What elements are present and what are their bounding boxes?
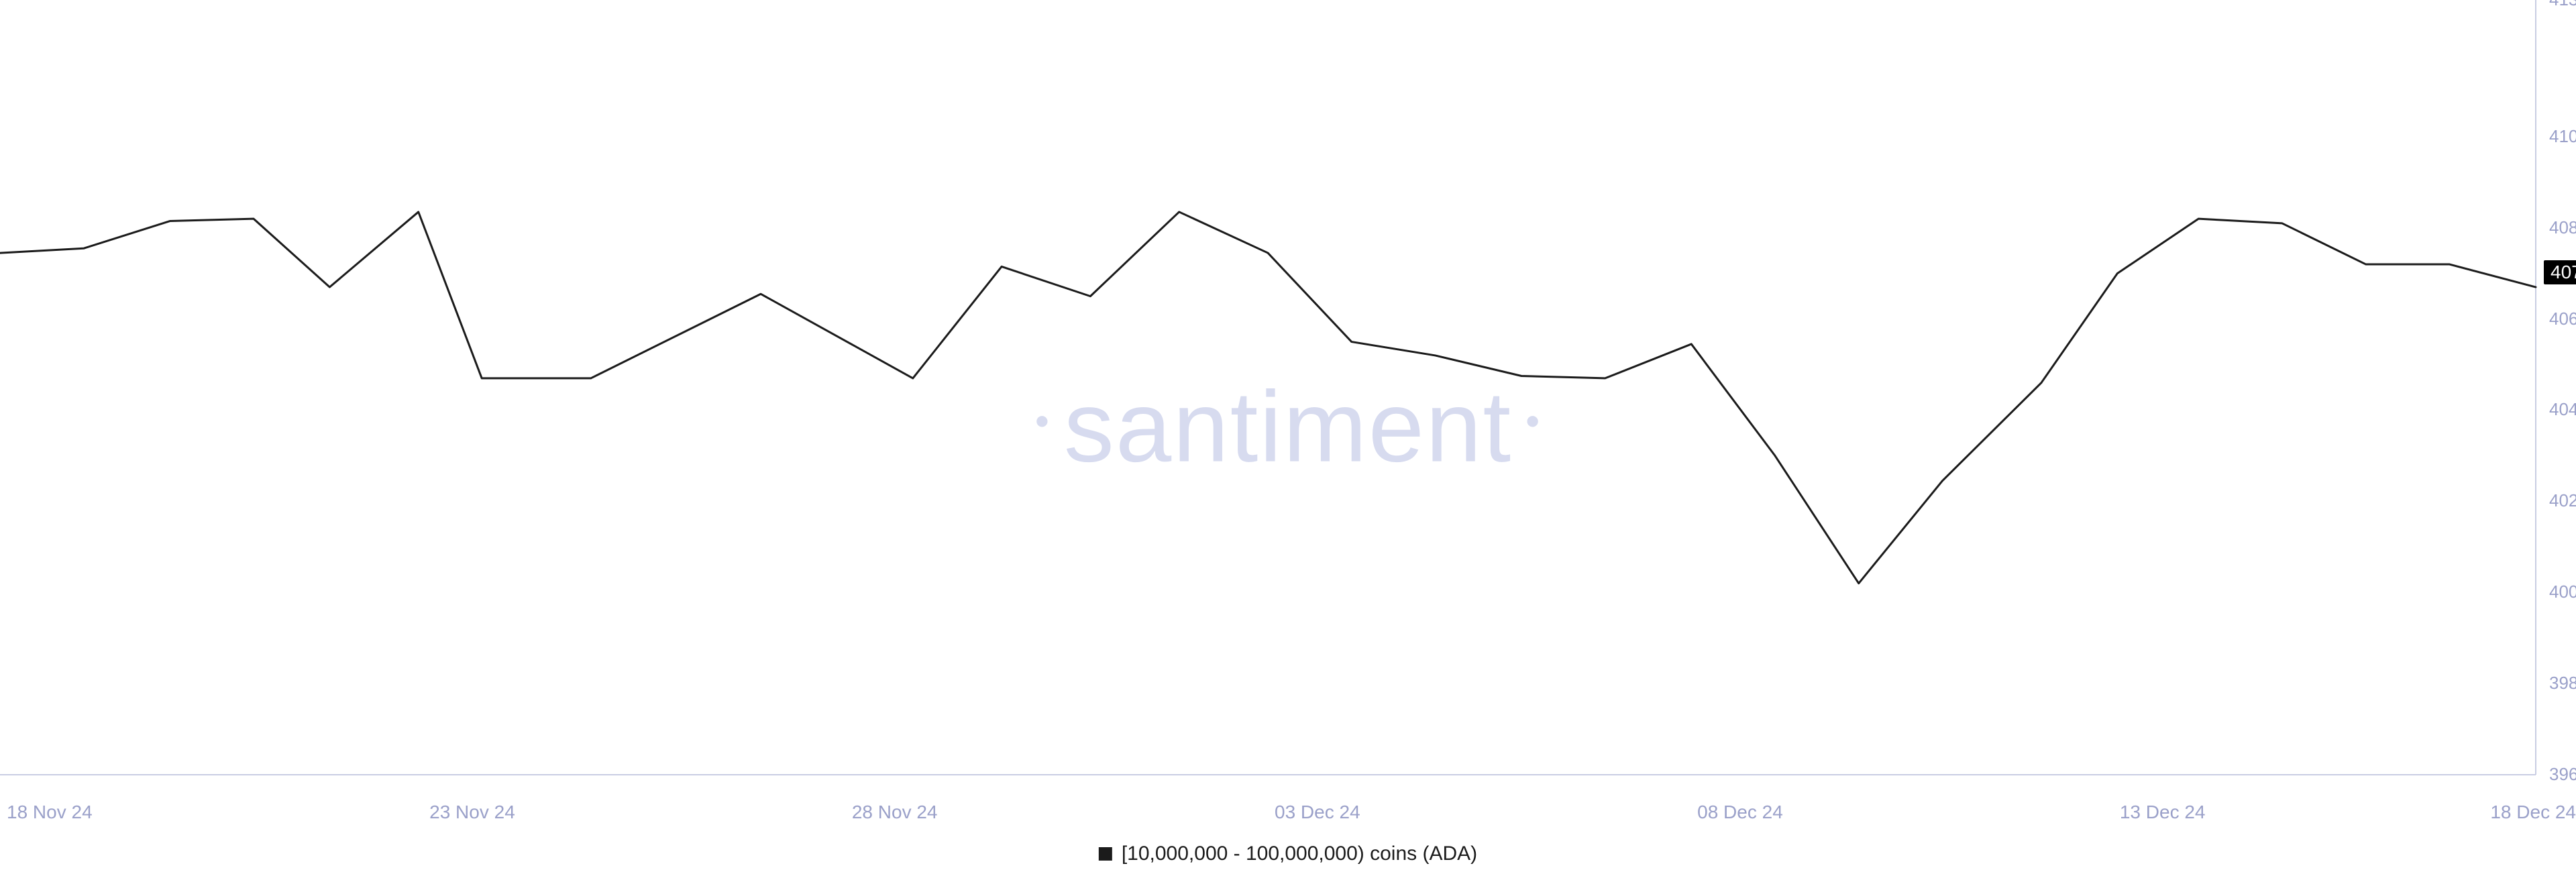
chart-container: •santiment• 18 Nov 2423 Nov 2428 Nov 240… [0, 0, 2576, 872]
legend-label: [10,000,000 - 100,000,000) coins (ADA) [1122, 842, 1477, 865]
x-tick-label: 28 Nov 24 [852, 802, 938, 823]
y-tick-label: 413 [2549, 0, 2576, 10]
y-tick-label: 396 [2549, 764, 2576, 785]
series-line-0 [0, 212, 2536, 584]
y-tick-label: 410 [2549, 126, 2576, 147]
y-tick-label: 406 [2549, 309, 2576, 329]
last-value-text: 407 [2551, 262, 2576, 282]
x-tick-label: 13 Dec 24 [2120, 802, 2206, 823]
legend: [10,000,000 - 100,000,000) coins (ADA) [1099, 842, 1477, 865]
x-tick-label: 18 Dec 24 [2490, 802, 2576, 823]
x-tick-label: 03 Dec 24 [1275, 802, 1360, 823]
legend-swatch [1099, 847, 1112, 861]
x-tick-label: 08 Dec 24 [1697, 802, 1783, 823]
x-tick-label: 18 Nov 24 [7, 802, 93, 823]
line-chart-svg [0, 0, 2576, 872]
y-tick-label: 404 [2549, 399, 2576, 420]
y-tick-label: 400 [2549, 582, 2576, 602]
y-tick-label: 402 [2549, 490, 2576, 511]
x-tick-label: 23 Nov 24 [429, 802, 515, 823]
y-tick-label: 408 [2549, 217, 2576, 238]
y-tick-label: 398 [2549, 673, 2576, 694]
last-value-badge: 407 [2544, 260, 2576, 284]
